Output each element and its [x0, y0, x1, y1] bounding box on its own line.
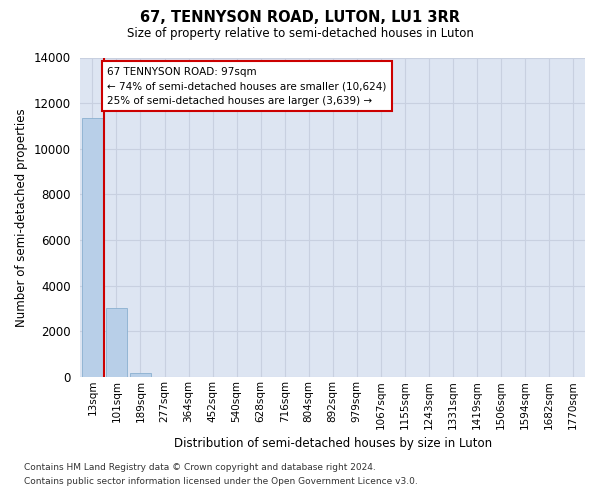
X-axis label: Distribution of semi-detached houses by size in Luton: Distribution of semi-detached houses by …	[173, 437, 492, 450]
Text: Contains HM Land Registry data © Crown copyright and database right 2024.: Contains HM Land Registry data © Crown c…	[24, 464, 376, 472]
Bar	[82, 118, 103, 377]
Text: 67, TENNYSON ROAD, LUTON, LU1 3RR: 67, TENNYSON ROAD, LUTON, LU1 3RR	[140, 10, 460, 25]
Text: 67 TENNYSON ROAD: 97sqm
← 74% of semi-detached houses are smaller (10,624)
25% o: 67 TENNYSON ROAD: 97sqm ← 74% of semi-de…	[107, 66, 386, 106]
Y-axis label: Number of semi-detached properties: Number of semi-detached properties	[15, 108, 28, 326]
Bar	[130, 372, 151, 377]
Text: Contains public sector information licensed under the Open Government Licence v3: Contains public sector information licen…	[24, 477, 418, 486]
Bar	[106, 308, 127, 377]
Text: Size of property relative to semi-detached houses in Luton: Size of property relative to semi-detach…	[127, 28, 473, 40]
